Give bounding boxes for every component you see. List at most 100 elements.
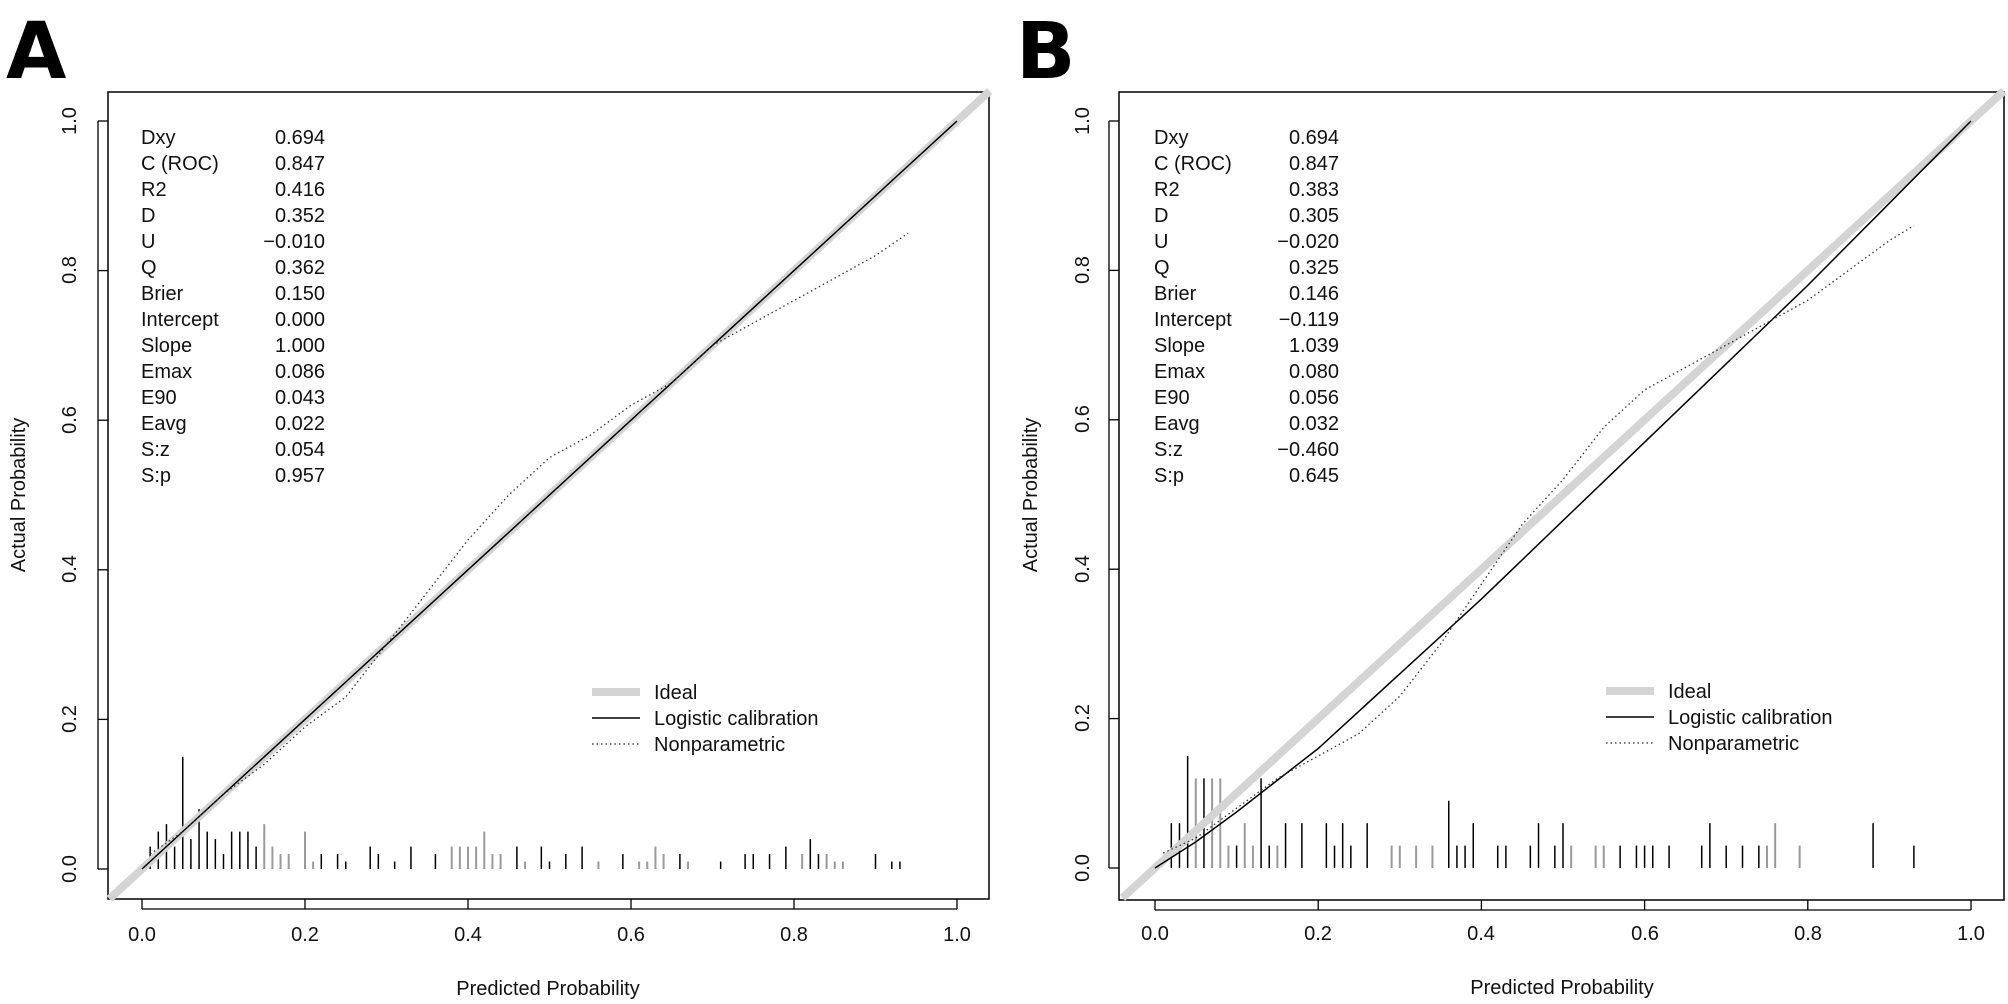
panel-b: B 0.0 0.2 0.4 0.6 0.8 1.0 0.0 0.2 0.4 0.…	[1016, 7, 2007, 999]
stat-label: D	[1154, 205, 1168, 227]
stat-value: −0.010	[263, 231, 325, 253]
x-tick-label: 0.6	[1631, 923, 1659, 945]
stat-label: Emax	[1154, 361, 1205, 383]
stat-label: S:p	[1154, 465, 1184, 487]
stats-table: Dxy 0.694 C (ROC) 0.847 R2 0.383 D 0.305…	[1154, 127, 1339, 487]
y-tick-label: 0.8	[1072, 256, 1094, 284]
stat-value: 0.022	[275, 413, 325, 435]
legend-label: Nonparametric	[1668, 733, 1799, 755]
stat-label: D	[141, 205, 155, 227]
stat-value: 0.847	[1289, 153, 1339, 175]
ideal-line	[1119, 88, 2007, 901]
stat-value: 0.325	[1289, 257, 1339, 279]
y-tick-label: 0.4	[59, 555, 81, 583]
stat-label: Slope	[141, 335, 192, 357]
y-tick-label: 1.0	[59, 107, 81, 135]
y-axis-title: Actual Probability	[1020, 418, 1042, 573]
legend: Ideal Logistic calibration Nonparametric	[1606, 681, 1833, 755]
stat-value: 0.056	[1289, 387, 1339, 409]
stat-value: −0.020	[1277, 231, 1339, 253]
legend-label: Ideal	[1668, 681, 1711, 703]
y-tick-label: 0.8	[59, 256, 81, 284]
stat-label: Eavg	[141, 413, 187, 435]
stat-label: Q	[1154, 257, 1170, 279]
stat-value: 1.039	[1289, 335, 1339, 357]
x-tick-label: 0.8	[1794, 923, 1822, 945]
stat-label: E90	[1154, 387, 1190, 409]
y-axis-title: Actual Probability	[8, 418, 30, 573]
stat-value: 1.000	[275, 335, 325, 357]
x-axis-title: Predicted Probability	[1470, 977, 1653, 999]
stat-value: 0.362	[275, 257, 325, 279]
panel-letter: B	[1016, 7, 1075, 97]
x-tick-label: 0.0	[128, 924, 156, 946]
y-tick-label: 0.4	[1072, 555, 1094, 583]
stat-label: Dxy	[1154, 127, 1188, 149]
stat-label: U	[1154, 231, 1168, 253]
x-tick-label: 1.0	[1957, 923, 1985, 945]
stat-label: C (ROC)	[141, 153, 219, 175]
x-axis-title: Predicted Probability	[456, 978, 639, 1000]
stat-label: R2	[141, 179, 167, 201]
stat-label: E90	[141, 387, 177, 409]
stat-label: Intercept	[141, 309, 219, 331]
plot-frame	[107, 91, 990, 900]
stat-label: S:z	[141, 439, 170, 461]
stat-label: Slope	[1154, 335, 1205, 357]
x-tick-label: 0.4	[454, 924, 482, 946]
stat-label: U	[141, 231, 155, 253]
stat-value: 0.847	[275, 153, 325, 175]
stat-label: Q	[141, 257, 157, 279]
stat-label: Emax	[141, 361, 192, 383]
x-tick-label: 0.2	[291, 924, 319, 946]
legend: Ideal Logistic calibration Nonparametric	[592, 682, 819, 756]
stats-table: Dxy 0.694 C (ROC) 0.847 R2 0.416 D 0.352…	[141, 127, 325, 487]
stat-value: 0.000	[275, 309, 325, 331]
panel-a: A 0.0 0.2 0.4 0.6 0.8 1.0 0.0 0.2 0.4 0.…	[6, 7, 993, 1000]
legend-label: Logistic calibration	[654, 708, 819, 730]
chart-marks	[1108, 88, 2007, 911]
stat-value: 0.645	[1289, 465, 1339, 487]
x-tick-label: 0.0	[1141, 923, 1169, 945]
stat-label: R2	[1154, 179, 1180, 201]
stat-label: Intercept	[1154, 309, 1232, 331]
stat-label: Brier	[1154, 283, 1197, 305]
y-tick-label: 1.0	[1072, 107, 1094, 135]
legend-label: Ideal	[654, 682, 697, 704]
stat-value: 0.383	[1289, 179, 1339, 201]
y-tick-label: 0.2	[59, 705, 81, 733]
stat-value: 0.150	[275, 283, 325, 305]
stat-label: Eavg	[1154, 413, 1200, 435]
stat-label: Brier	[141, 283, 184, 305]
stat-value: 0.080	[1289, 361, 1339, 383]
stat-value: 0.054	[275, 439, 325, 461]
legend-label: Nonparametric	[654, 734, 785, 756]
y-tick-label: 0.2	[1072, 704, 1094, 732]
y-tick-label: 0.6	[1072, 405, 1094, 433]
panel-letter: A	[6, 7, 66, 97]
stat-label: C (ROC)	[1154, 153, 1232, 175]
plot-frame	[1118, 91, 2005, 901]
stat-value: 0.694	[275, 127, 325, 149]
stat-value: 0.352	[275, 205, 325, 227]
y-tick-label: 0.6	[59, 406, 81, 434]
x-tick-label: 1.0	[943, 924, 971, 946]
stat-label: S:z	[1154, 439, 1183, 461]
legend-label: Logistic calibration	[1668, 707, 1833, 729]
stat-value: 0.305	[1289, 205, 1339, 227]
stat-value: 0.086	[275, 361, 325, 383]
x-tick-label: 0.2	[1304, 923, 1332, 945]
y-tick-label: 0.0	[59, 855, 81, 883]
stat-value: 0.416	[275, 179, 325, 201]
logistic-calibration-line	[141, 120, 958, 870]
chart-marks	[97, 88, 993, 910]
y-tick-label: 0.0	[1072, 854, 1094, 882]
stat-value: −0.119	[1279, 309, 1339, 331]
stat-label: Dxy	[141, 127, 175, 149]
x-tick-label: 0.6	[617, 924, 645, 946]
stat-value: −0.460	[1277, 439, 1339, 461]
stat-value: 0.146	[1289, 283, 1339, 305]
stat-value: 0.032	[1289, 413, 1339, 435]
stat-value: 0.043	[275, 387, 325, 409]
